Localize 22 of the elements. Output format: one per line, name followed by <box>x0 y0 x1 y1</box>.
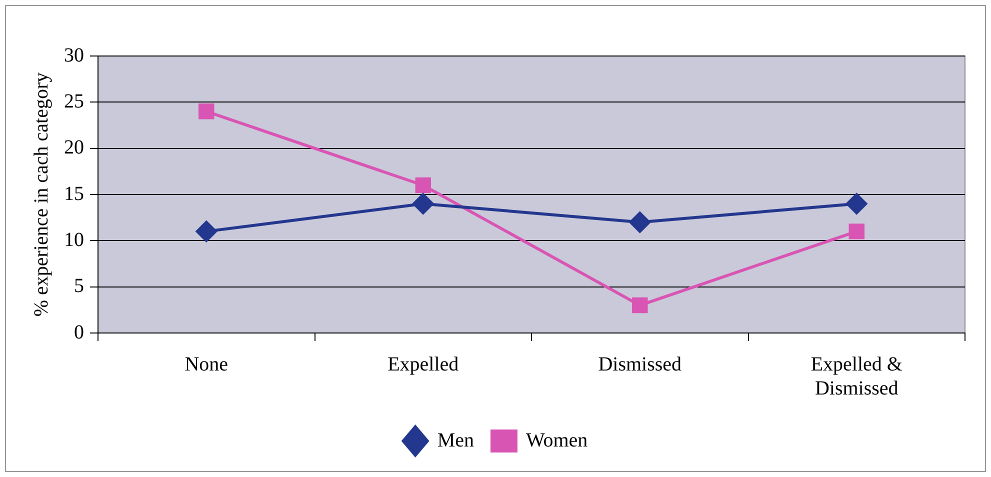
y-tick-label: 30 <box>64 44 84 66</box>
y-tick-label: 15 <box>64 182 84 205</box>
y-tick-label: 5 <box>74 275 84 298</box>
point <box>415 177 431 194</box>
x-tick-label: Dismissed <box>598 353 682 376</box>
point <box>848 224 864 240</box>
y-axis-title: % experience in cach category <box>30 72 52 317</box>
legend-label: Women <box>526 429 588 452</box>
y-tick-label: 10 <box>64 228 84 251</box>
y-tick-label: 20 <box>64 136 84 159</box>
x-tick-label: None <box>184 353 228 376</box>
point <box>198 104 214 120</box>
x-tick-label: Expelled & Dismissed <box>810 353 903 400</box>
point <box>629 212 650 233</box>
y-tick-label: 0 <box>74 321 84 344</box>
x-tick-label: Expelled <box>388 353 459 376</box>
point <box>412 193 434 214</box>
point <box>196 220 217 242</box>
y-tick-label: 25 <box>64 90 84 112</box>
point <box>846 193 868 214</box>
legend-label: Men <box>437 429 474 452</box>
point <box>632 297 648 314</box>
